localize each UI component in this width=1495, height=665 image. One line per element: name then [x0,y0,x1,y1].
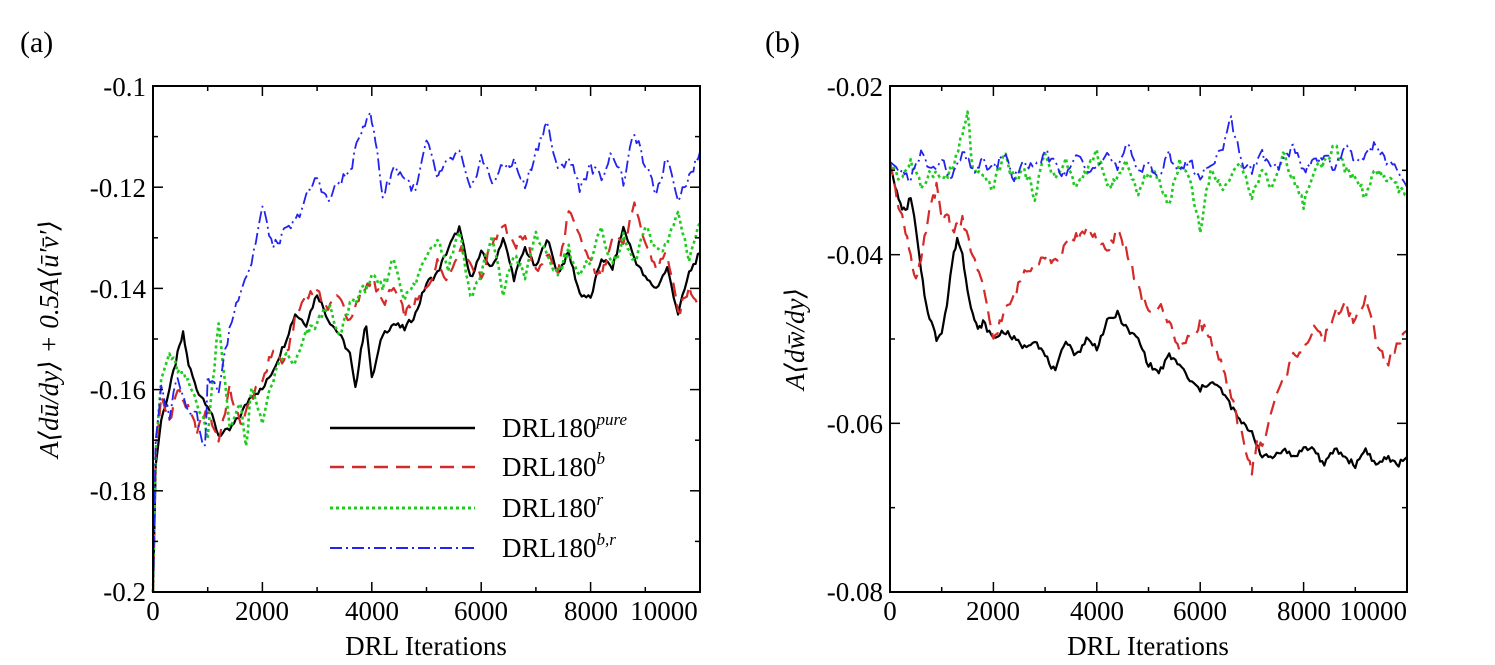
panel-label-b: (b) [765,26,800,59]
b-xtick-label-3: 6000 [1173,596,1227,626]
panel-b-series [888,110,1408,476]
svg-text:DRL180r: DRL180r [502,490,604,523]
legend-label-br: DRL180 [502,533,597,563]
svg-text:DRL180b,r: DRL180b,r [502,530,616,563]
panel-a: (a) 0 2000 4000 6000 8000 10000 -0.2 -0.… [20,26,702,661]
b-x-axis-label: DRL Iterations [1067,631,1229,661]
b-ytick-label-3: -0.02 [827,72,883,102]
b-ytick-label-1: -0.06 [827,409,883,439]
a-xtick-label-0: 0 [146,596,160,626]
panel-a-series [151,111,702,593]
panel-b-y-tick-labels: -0.08 -0.06 -0.04 -0.02 [827,72,884,607]
legend-label-pure: DRL180 [502,413,597,443]
b-xtick-label-4: 8000 [1277,596,1331,626]
legend-entry-br: DRL180b,r [330,530,616,563]
b-xtick-label-1: 2000 [966,596,1020,626]
b-series-line-b [888,161,1408,476]
a-x-axis-label: DRL Iterations [345,631,507,661]
legend-label-b: DRL180 [502,452,597,482]
svg-text:DRL180pure: DRL180pure [502,410,627,443]
a-xtick-label-5: 10000 [630,596,698,626]
legend-entry-pure: DRL180pure [330,410,627,443]
panel-a-x-tick-labels: 0 2000 4000 6000 8000 10000 [146,596,698,626]
legend-entry-b: DRL180b [330,449,605,482]
b-series-line-br [889,115,1408,188]
legend: DRL180pure DRL180b DRL180r DRL180b,r [330,410,627,563]
legend-label-r: DRL180 [502,493,597,523]
b-ytick-label-0: -0.08 [827,577,883,607]
b-xtick-label-5: 10000 [1340,596,1408,626]
a-xtick-label-4: 8000 [564,596,618,626]
panel-b-ticks [889,85,1408,593]
panel-label-a: (a) [20,26,53,59]
svg-text:DRL180b: DRL180b [502,449,605,482]
b-series-line-pure [888,161,1408,470]
a-ytick-label-5: -0.1 [103,72,146,102]
panel-a-frame [152,85,701,593]
a-ytick-label-0: -0.2 [103,577,146,607]
legend-entry-r: DRL180r [330,490,604,523]
b-y-axis-label: A⟨dw̄/dy⟩ [780,288,810,392]
panel-b-x-tick-labels: 0 2000 4000 6000 8000 10000 [883,596,1407,626]
panel-a-y-tick-labels: -0.2 -0.18 -0.16 -0.14 -0.12 -0.1 [90,72,147,607]
a-series-line-br [152,111,701,593]
a-y-axis-label: A⟨dū/dy⟩ + 0.5A⟨ū′v̄′⟩ [34,220,64,460]
a-xtick-label-3: 6000 [454,596,508,626]
a-ytick-label-4: -0.12 [90,173,146,203]
b-xtick-label-2: 4000 [1070,596,1124,626]
a-series-line-r [151,210,702,593]
a-xtick-label-1: 2000 [235,596,289,626]
legend-sup-b: b [597,449,606,468]
a-ytick-label-3: -0.14 [90,274,147,304]
legend-sup-pure: pure [596,410,628,429]
a-ytick-label-1: -0.18 [90,476,146,506]
b-xtick-label-0: 0 [883,596,897,626]
a-ytick-label-2: -0.16 [90,375,146,405]
panel-a-ticks [152,85,701,593]
a-series-line-b [151,201,701,593]
panel-b: (b) 0 2000 4000 6000 8000 10000 -0.08 -0… [765,26,1408,661]
b-ytick-label-2: -0.04 [827,240,884,270]
legend-sup-br: b,r [597,530,617,549]
a-xtick-label-2: 4000 [345,596,399,626]
b-series-line-r [888,110,1408,234]
legend-sup-r: r [597,490,604,509]
